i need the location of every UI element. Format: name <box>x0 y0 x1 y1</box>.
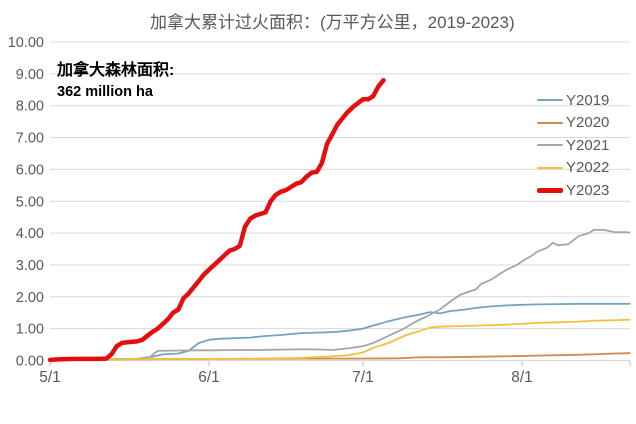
y-tick-label: 3.00 <box>16 258 44 274</box>
legend-item-Y2023: Y2023 <box>537 179 609 202</box>
y-tick-label: 5.00 <box>16 194 44 210</box>
y-tick-label: 8.00 <box>16 99 44 115</box>
y-tick-label: 6.00 <box>16 162 44 178</box>
series-line-Y2021 <box>49 228 631 361</box>
legend-marker-Y2022 <box>537 166 563 169</box>
y-tick-label: 0.00 <box>16 354 44 370</box>
series-lines <box>47 77 631 363</box>
legend-marker-Y2019 <box>537 99 563 102</box>
x-axis-labels: 5/1 6/1 7/1 8/1 <box>39 369 533 386</box>
y-axis-labels: 0.00 1.00 2.00 3.00 4.00 5.00 6.00 7.00 8.00 9.00… <box>8 35 44 370</box>
legend-marker-Y2020 <box>537 121 563 124</box>
legend-label: Y2019 <box>566 91 610 109</box>
legend-label: Y2020 <box>566 114 610 132</box>
legend: Y2019 Y2020 Y2021 Y2022 Y2023 <box>537 89 609 202</box>
x-tick-label: 6/1 <box>198 369 220 386</box>
legend-item-Y2022: Y2022 <box>537 157 609 180</box>
annotation-line-1: 加拿大森林面积: <box>57 62 175 79</box>
gridlines <box>50 41 630 361</box>
series-line-Y2022 <box>49 318 631 361</box>
legend-label: Y2023 <box>566 181 610 199</box>
legend-label: Y2021 <box>566 136 610 154</box>
legend-label: Y2022 <box>566 159 610 177</box>
forest-area-annotation: 加拿大森林面积: 362 million ha <box>57 60 174 103</box>
legend-marker-Y2023 <box>537 188 563 193</box>
x-tick-label: 5/1 <box>39 369 61 386</box>
legend-item-Y2021: Y2021 <box>537 134 609 157</box>
chart-title: 加拿大累计过火面积：(万平方公里，2019-2023) <box>150 13 515 32</box>
legend-item-Y2020: Y2020 <box>537 112 609 135</box>
y-tick-label: 4.00 <box>16 226 44 242</box>
annotation-line-2: 362 million ha <box>57 83 153 100</box>
legend-item-Y2019: Y2019 <box>537 89 609 112</box>
legend-marker-Y2021 <box>537 144 563 147</box>
x-axis-ticks <box>49 361 631 366</box>
series-line-Y2023 <box>47 77 386 363</box>
x-tick-label: 8/1 <box>511 369 533 386</box>
series-line-Y2019 <box>49 302 631 361</box>
y-tick-label: 2.00 <box>16 290 44 306</box>
y-tick-label: 7.00 <box>16 131 44 147</box>
y-tick-label: 10.00 <box>8 35 44 51</box>
x-tick-label: 7/1 <box>352 369 374 386</box>
y-tick-label: 1.00 <box>16 322 44 338</box>
y-tick-label: 9.00 <box>16 67 44 83</box>
